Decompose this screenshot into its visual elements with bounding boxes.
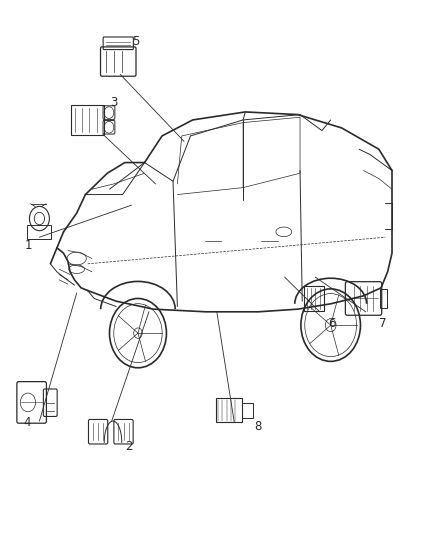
Text: 2: 2: [125, 440, 133, 453]
Text: 7: 7: [379, 317, 387, 330]
Bar: [216, 399, 242, 422]
Text: 5: 5: [132, 35, 139, 47]
Text: 8: 8: [255, 421, 262, 433]
Bar: [242, 403, 253, 418]
Bar: [71, 105, 104, 134]
Text: 4: 4: [23, 416, 31, 429]
Text: 6: 6: [328, 317, 336, 330]
Bar: [27, 225, 51, 239]
Text: 3: 3: [110, 96, 117, 109]
Text: 1: 1: [25, 239, 32, 252]
Bar: [380, 289, 386, 308]
Bar: [304, 286, 324, 311]
